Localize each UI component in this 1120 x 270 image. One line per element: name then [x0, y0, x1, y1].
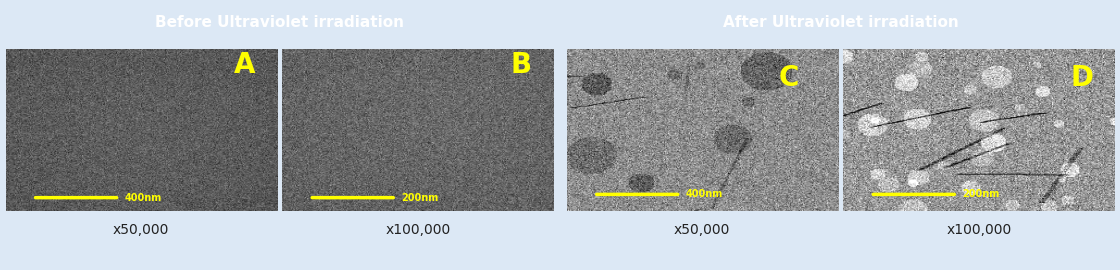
- Text: After Ultraviolet irradiation: After Ultraviolet irradiation: [722, 15, 959, 31]
- Text: D: D: [1071, 64, 1093, 92]
- Text: x100,000: x100,000: [946, 222, 1011, 237]
- Text: 400nm: 400nm: [685, 189, 724, 200]
- Text: 200nm: 200nm: [962, 189, 1000, 200]
- Text: x100,000: x100,000: [385, 222, 450, 237]
- Text: 200nm: 200nm: [401, 193, 439, 203]
- Text: 400nm: 400nm: [124, 193, 162, 203]
- Text: Before Ultraviolet irradiation: Before Ultraviolet irradiation: [155, 15, 404, 31]
- Text: A: A: [233, 51, 255, 79]
- Text: B: B: [511, 51, 531, 79]
- Text: x50,000: x50,000: [674, 222, 730, 237]
- Text: C: C: [778, 64, 800, 92]
- Text: x50,000: x50,000: [113, 222, 169, 237]
